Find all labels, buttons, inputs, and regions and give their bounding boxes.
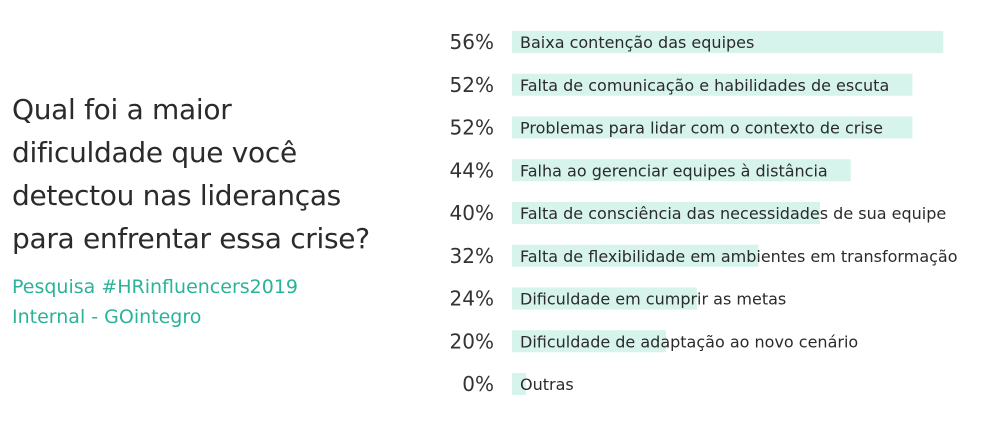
value-label: 52% — [450, 73, 494, 97]
question-line: dificuldade que você — [12, 136, 297, 169]
bar — [512, 373, 526, 395]
survey-source: Pesquisa #HRinfluencers2019 Internal - G… — [12, 272, 422, 332]
question-title: Qual foi a maior dificuldade que você de… — [12, 88, 422, 260]
category-label: Falta de flexibilidade em ambientes em t… — [520, 247, 958, 266]
category-label: Outras — [520, 375, 574, 394]
question-line: detectou nas lideranças — [12, 179, 341, 212]
category-label: Dificuldade em cumprir as metas — [520, 290, 786, 309]
value-label: 40% — [450, 201, 494, 225]
value-label: 20% — [450, 329, 494, 353]
bar — [512, 244, 759, 267]
category-label: Baixa contenção das equipes — [520, 33, 754, 52]
value-label: 24% — [450, 287, 494, 311]
left-panel: Qual foi a maior dificuldade que você de… — [12, 88, 422, 332]
bar — [512, 31, 944, 53]
category-label: Falta de comunicação e habilidades de es… — [520, 76, 889, 95]
bar — [512, 330, 666, 353]
value-label: 0% — [462, 372, 494, 396]
value-label: 44% — [450, 158, 494, 182]
category-label: Falta de consciência das necessidades de… — [520, 204, 946, 223]
question-line: para enfrentar essa crise? — [12, 222, 370, 255]
question-line: Qual foi a maior — [12, 93, 232, 126]
bar — [512, 159, 851, 182]
value-label: 52% — [450, 116, 494, 140]
category-label: Problemas para lidar com o contexto de c… — [520, 119, 883, 138]
category-label: Dificuldade de adaptação ao novo cenário — [520, 332, 858, 351]
value-label: 32% — [450, 244, 494, 268]
source-line: Pesquisa #HRinfluencers2019 — [12, 276, 299, 298]
bar — [512, 202, 820, 224]
bar — [512, 116, 913, 139]
bar — [512, 73, 913, 96]
category-label: Falha ao gerenciar equipes à distância — [520, 161, 828, 180]
source-line: Internal - GOintegro — [12, 306, 202, 328]
bar — [512, 287, 697, 310]
value-label: 56% — [450, 30, 494, 54]
